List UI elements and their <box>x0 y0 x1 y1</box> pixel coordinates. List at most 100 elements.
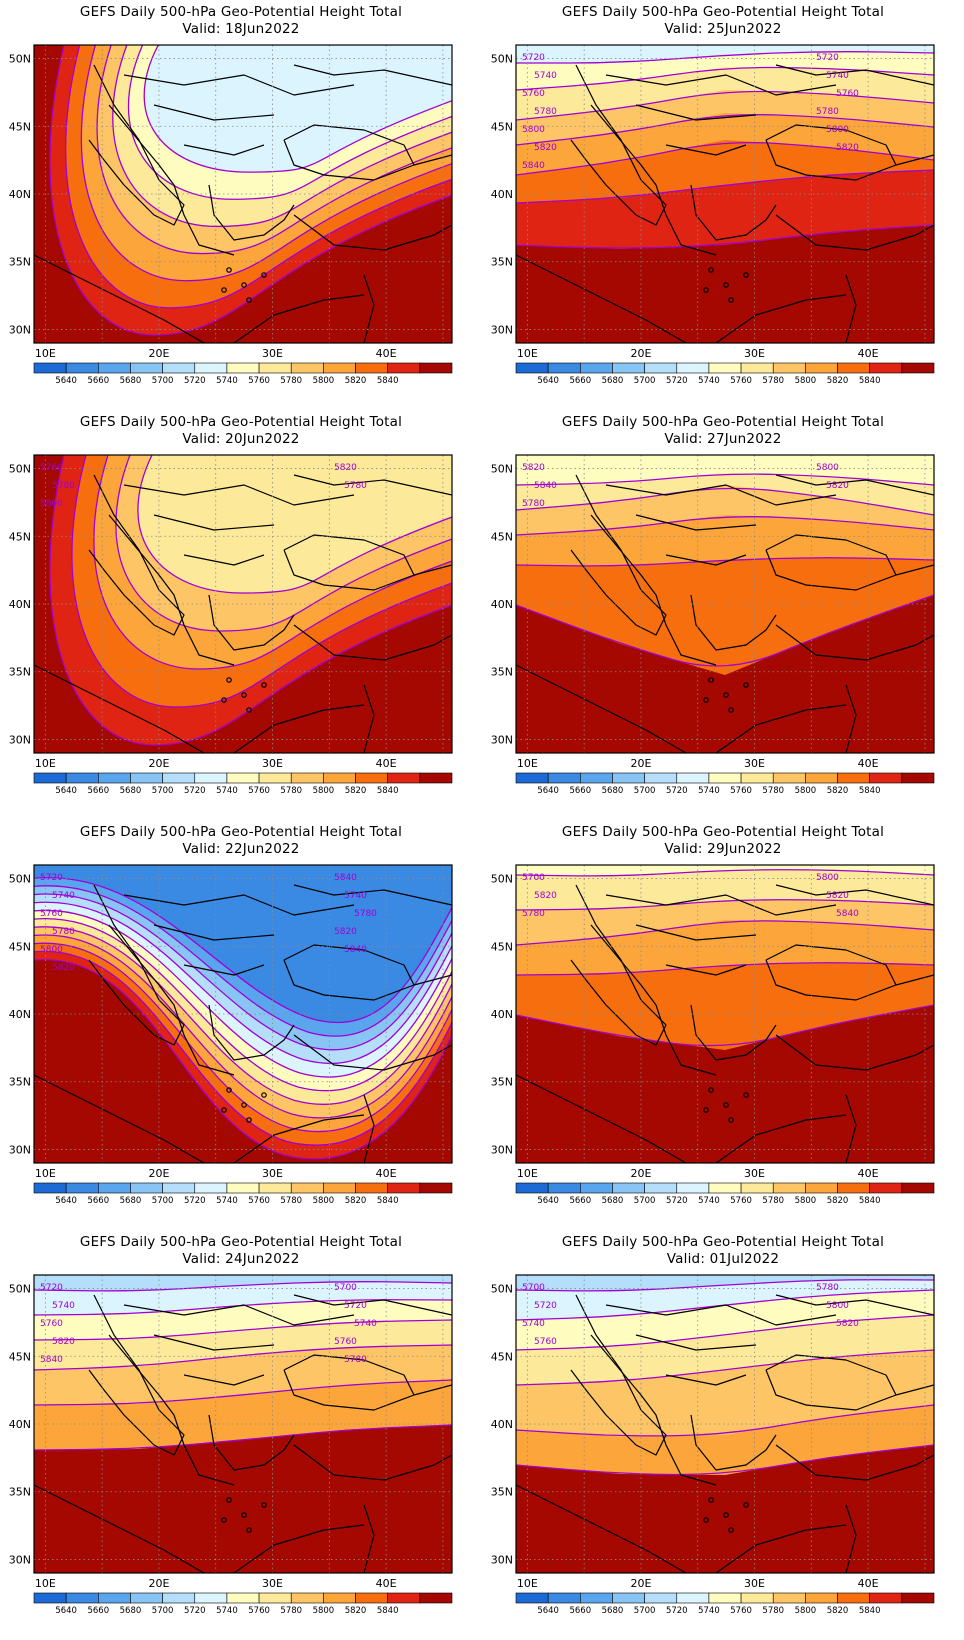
lon-tick-label: 30E <box>744 757 765 770</box>
island <box>728 707 734 713</box>
coast-segment <box>605 894 837 916</box>
coast-segment <box>108 104 235 256</box>
coast-segment <box>605 74 837 96</box>
contour-line <box>34 942 452 1133</box>
coast-segment <box>845 274 857 343</box>
contour-label: 5820 <box>826 891 849 901</box>
colorbar-label: 5660 <box>569 376 591 386</box>
map-area <box>33 44 453 344</box>
colorbar-swatch <box>98 1182 131 1194</box>
coast-segment <box>845 1504 857 1573</box>
lon-tick-label: 30E <box>262 757 283 770</box>
coast-segment <box>895 974 934 986</box>
height-band <box>34 865 452 1023</box>
contour-line <box>34 934 452 1119</box>
panel-title: GEFS Daily 500-hPa Geo-Potential Height … <box>561 4 885 20</box>
colorbar-label: 5700 <box>152 376 174 386</box>
lat-tick-label: 45N <box>491 530 513 543</box>
contour-label: 5740 <box>344 891 367 901</box>
contour-line <box>34 877 452 1024</box>
colorbar-label: 5660 <box>87 1196 109 1206</box>
panel-valid-date: Valid: 22Jun2022 <box>182 841 300 857</box>
colorbar-label: 5820 <box>827 1196 849 1206</box>
colorbar-swatch <box>258 772 292 784</box>
coast-segment <box>775 884 934 906</box>
lat-tick-label: 30N <box>9 1553 31 1566</box>
colorbar-label: 5740 <box>698 1196 720 1206</box>
lon-tick-label: 10E <box>517 347 538 360</box>
coast-segment <box>153 514 275 531</box>
map-panel: GEFS Daily 500-hPa Geo-Potential Height … <box>482 820 964 1230</box>
contour-label: 5780 <box>522 909 545 919</box>
coast-segment <box>34 1484 205 1573</box>
contour-line <box>34 885 452 1037</box>
coast-segment <box>363 1504 375 1573</box>
colorbar-swatch <box>194 772 228 784</box>
contour-line <box>516 1404 934 1437</box>
colorbar-swatch <box>740 1182 774 1194</box>
colorbar-label: 5720 <box>666 1196 688 1206</box>
contour-label: 5780 <box>816 107 839 117</box>
contour-label: 5720 <box>522 53 545 63</box>
island <box>246 707 252 713</box>
colorbar-swatch <box>805 772 838 784</box>
colorbar-label: 5740 <box>698 1606 720 1616</box>
colorbar-swatch <box>98 1592 131 1604</box>
colorbar-swatch <box>708 1182 742 1194</box>
colorbar-swatch <box>676 772 710 784</box>
colorbar-label: 5660 <box>569 786 591 796</box>
colorbar-swatch <box>515 1592 549 1604</box>
coast-segment <box>690 1414 777 1471</box>
lat-tick-label: 35N <box>9 256 31 269</box>
island <box>743 1092 749 1098</box>
colorbar-label: 5640 <box>537 1196 559 1206</box>
contour-label: 5820 <box>836 143 859 153</box>
lat-tick-label: 40N <box>9 1418 31 1431</box>
coast-segment <box>665 554 747 566</box>
colorbar-swatch <box>355 1592 388 1604</box>
island <box>241 1512 247 1518</box>
colorbar-label: 5720 <box>666 376 688 386</box>
contour-label: 5820 <box>522 463 545 473</box>
colorbar-label: 5800 <box>795 1196 817 1206</box>
lon-tick-label: 20E <box>148 757 169 770</box>
contour-line <box>516 594 934 667</box>
coast-segment <box>108 514 235 666</box>
map-area: 5720 5740 5760 5780 5800 5820 5840 5720 5740 5760… <box>515 44 935 344</box>
coast-segment <box>715 704 847 753</box>
colorbar-label: 5760 <box>730 1196 752 1206</box>
lat-tick-label: 30N <box>9 733 31 746</box>
contour-label: 5780 <box>344 1355 367 1365</box>
colorbar-swatch <box>676 362 710 374</box>
colorbar-label: 5720 <box>184 1196 206 1206</box>
contour-line <box>143 45 452 173</box>
island <box>728 1527 734 1533</box>
island <box>723 282 729 288</box>
map-svg: 50N 45N 40N 35N 30N 10E 20E 30E 40E 5640 5660 5680 5… <box>9 44 453 386</box>
colorbar-label: 5800 <box>795 1606 817 1616</box>
colorbar-label: 5800 <box>313 786 335 796</box>
panel-valid-date: Valid: 25Jun2022 <box>664 21 782 37</box>
island <box>723 1512 729 1518</box>
colorbar-label: 5640 <box>55 1196 77 1206</box>
colorbar-swatch <box>901 1182 935 1194</box>
colorbar-swatch <box>580 362 613 374</box>
island <box>241 1102 247 1108</box>
map-area: 5720 5740 5760 5820 5840 5700 5720 5740 5760 5780 <box>33 1274 453 1574</box>
map-panel: GEFS Daily 500-hPa Geo-Potential Height … <box>0 410 482 820</box>
panel-valid-date: Valid: 18Jun2022 <box>182 21 300 37</box>
coast-segment <box>153 104 275 121</box>
coast-segment <box>845 1094 857 1163</box>
contour-line <box>71 455 452 708</box>
colorbar-swatch <box>580 772 613 784</box>
coast-segment <box>635 1334 757 1351</box>
island <box>261 1092 267 1098</box>
contour-label: 5780 <box>354 909 377 919</box>
map-frame <box>33 864 453 1164</box>
coast-segment <box>715 294 847 343</box>
colorbar-swatch <box>194 1592 228 1604</box>
coast-segment <box>208 1004 295 1061</box>
colorbar-swatch <box>869 1592 903 1604</box>
coast-segment <box>413 564 452 576</box>
coast-segment <box>775 214 934 251</box>
